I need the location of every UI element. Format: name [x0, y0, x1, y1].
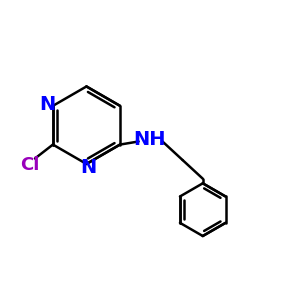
Text: Cl: Cl: [20, 156, 39, 174]
Text: NH: NH: [133, 130, 166, 149]
Text: N: N: [39, 95, 56, 114]
Text: N: N: [80, 158, 96, 176]
